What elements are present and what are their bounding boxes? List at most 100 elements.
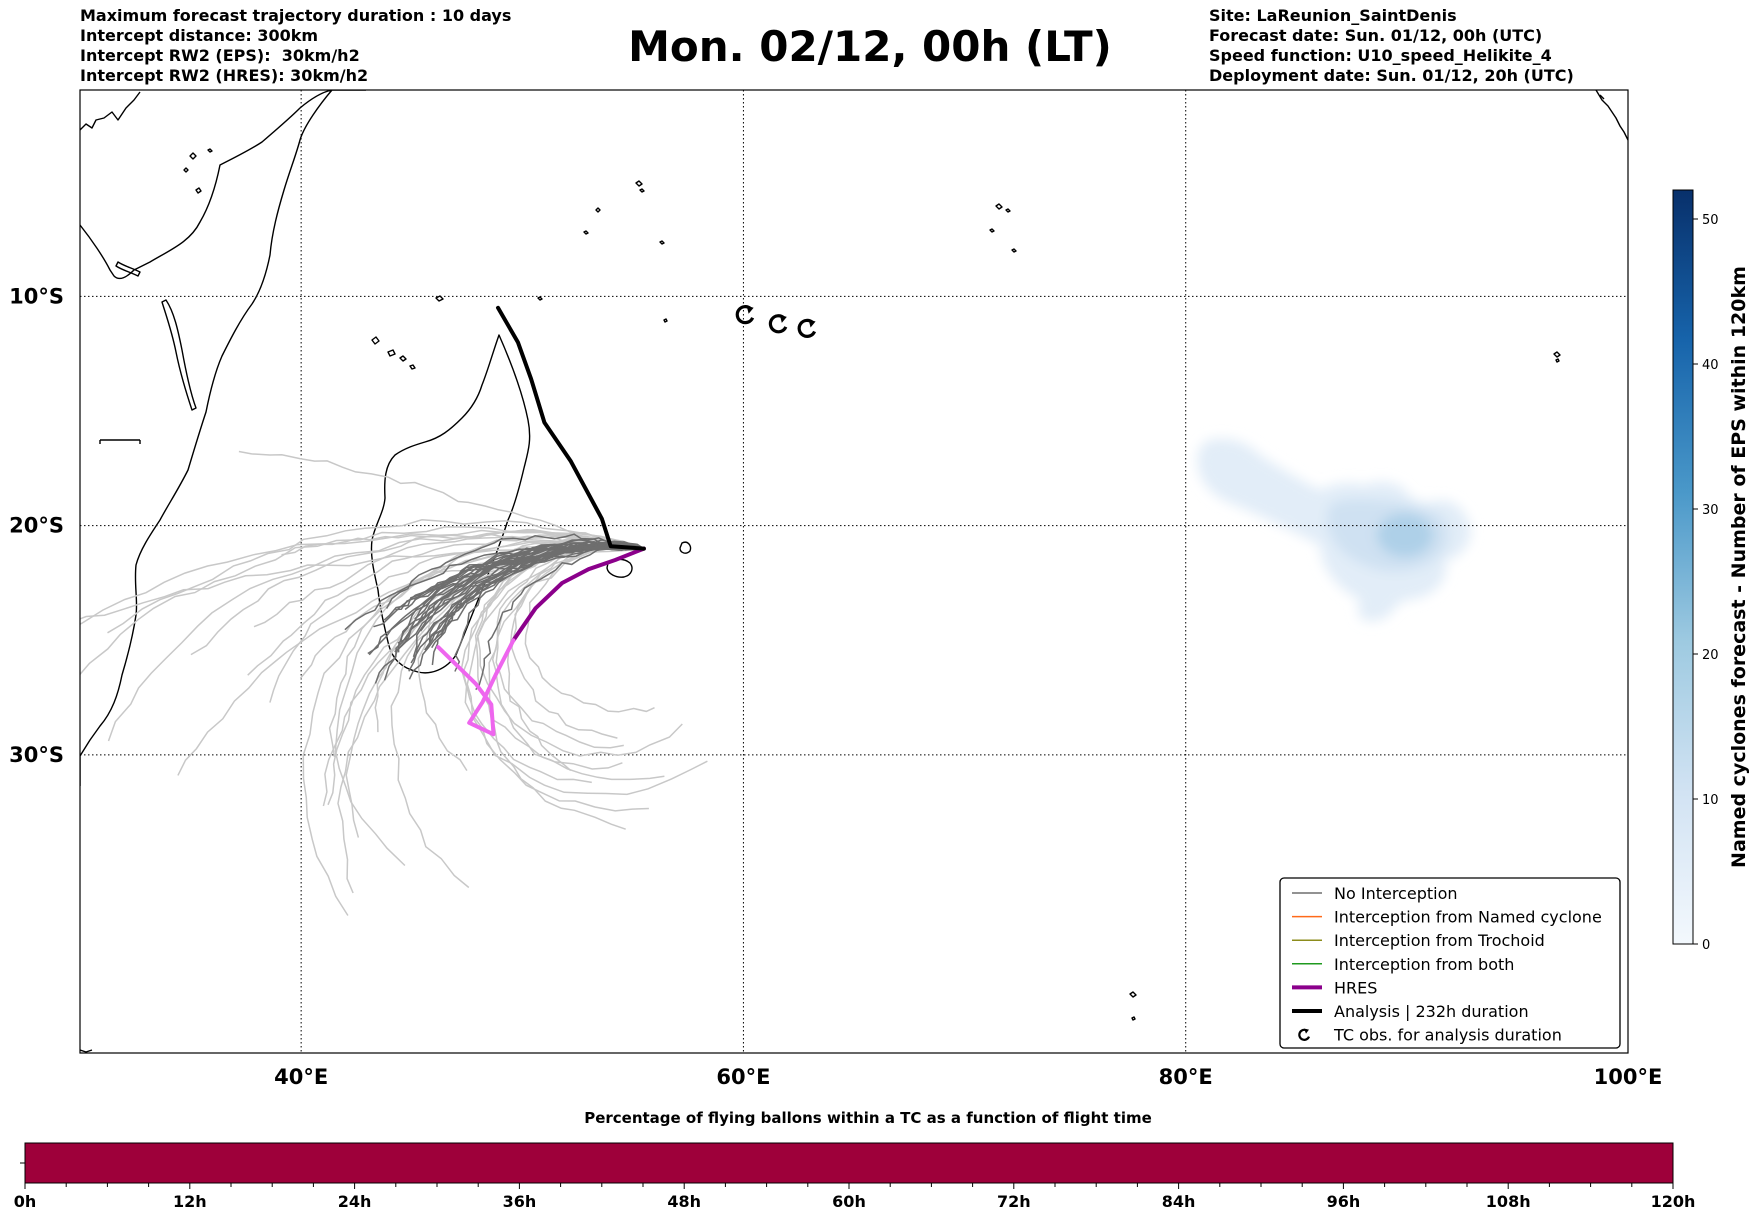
eps-trajectories-near [344,533,645,691]
eps-trajectory-far [337,543,644,894]
lon-label: 60°E [716,1065,770,1089]
timeline-title: Percentage of flying ballons within a TC… [584,1109,1152,1127]
colorbar-tick-label: 10 [1702,793,1719,808]
eps-trajectory-near [373,541,644,628]
timeline-tick-label: 72h [997,1192,1031,1211]
lon-label: 80°E [1159,1065,1213,1089]
kerguelen-corner [80,1049,93,1053]
legend-item: Interception from both [1292,955,1514,974]
named-cyclone-density-area [1197,438,1471,622]
eps-trajectory-near [408,544,644,680]
sumatra-coast [1595,90,1628,141]
legend-item: Analysis | 232h duration [1292,1002,1529,1021]
header-left-info: Maximum forecast trajectory duration : 1… [80,6,511,86]
legend-label: Analysis | 232h duration [1334,1002,1529,1021]
tc-obs-icon [735,305,755,325]
tc-obs-icon [768,314,788,334]
lon-label: 40°E [274,1065,328,1089]
timeline-tick-label: 36h [503,1192,537,1211]
timeline-fill [24,1142,1674,1184]
hres-line-tail [436,638,516,737]
map-frame [79,89,1629,1054]
lake-tanganyika [99,261,141,444]
forecast-date-text: Forecast date: Sun. 01/12, 00h (UTC) [1209,26,1543,45]
legend-label: HRES [1334,978,1377,997]
mauritius-island [679,541,692,554]
colorbar-gradient [1672,189,1694,945]
header-right-info: Site: LaReunion_SaintDenis Forecast date… [1209,6,1574,86]
timeline-tick-label: 0h [14,1192,37,1211]
colorbar-tick-label: 30 [1702,503,1719,518]
eps-trajectory-near [419,537,645,632]
timeline-tick-label: 24h [338,1192,372,1211]
timeline-tick-label: 48h [667,1192,701,1211]
deployment-date-text: Deployment date: Sun. 01/12, 20h (UTC) [1209,66,1574,85]
colorbar-label: Named cyclones forecast - Number of EPS … [1728,266,1750,868]
colorbar-tick-label: 50 [1702,213,1719,228]
site-text: Site: LaReunion_SaintDenis [1209,6,1457,25]
speed-function-text: Speed function: U10_speed_Helikite_4 [1209,46,1552,65]
chagos-islands [989,203,1017,253]
eps-trajectory-far [334,534,645,867]
eps-trajectory-far [80,528,645,625]
map-legend: No Interception Interception from Named c… [1279,877,1621,1049]
timeline-tick-label: 108h [1486,1192,1531,1211]
colorbar-tick-label: 40 [1702,358,1719,373]
latitude-labels: 10°S 20°S 30°S [9,284,64,767]
legend-label: TC obs. for analysis duration [1333,1026,1562,1045]
legend-item: HRES [1292,978,1377,997]
tc-observation-markers [735,305,817,338]
timeline-tick-label: 96h [1327,1192,1361,1211]
legend-item: No Interception [1292,884,1458,903]
tc-obs-legend-icon [1298,1028,1311,1041]
flight-time-bar: 0h 12h 24h 36h 48h 60h 72h 84h 96h 108h 120h [14,1142,1696,1211]
eps-trajectory-near [394,542,645,653]
legend-label: Interception from both [1334,955,1514,974]
legend-label: Interception from Trochoid [1334,931,1545,950]
eps-trajectory-near [385,533,645,609]
legend-label: Interception from Named cyclone [1334,908,1602,927]
intercept-distance-text: Intercept distance: 300km [80,26,319,45]
timeline-tick-label: 60h [832,1192,866,1211]
legend-box [1279,877,1621,1049]
density-colorbar: 0 10 20 30 40 50 Named cyclones forecast - Num… [1672,189,1750,953]
hres-trajectory [436,546,646,737]
analysis-line [496,305,646,551]
legend-item: TC obs. for analysis duration [1298,1026,1562,1045]
hres-line-main [511,546,646,643]
timeline-tick-label: 12h [173,1192,207,1211]
eps-trajectory-far [190,531,644,656]
madagascar-coastline [370,334,531,674]
comoros-islands [371,336,416,370]
cocos-islands [1553,351,1561,363]
lat-label: 30°S [9,743,64,767]
lake-malawi [161,299,197,411]
max-duration-text: Maximum forecast trajectory duration : 1… [80,6,512,25]
intercept-hres-text: Intercept RW2 (HRES): 30km/h2 [80,66,369,85]
longitude-labels: 40°E 60°E 80°E 100°E [274,1065,1662,1089]
lat-label: 20°S [9,514,64,538]
timeline-tick-label: 120h [1651,1192,1696,1211]
colorbar-tick-label: 20 [1702,648,1719,663]
eps-trajectory-far [107,519,644,634]
eps-trajectory-near [475,547,645,691]
eps-trajectory-far [466,547,649,812]
tc-obs-icon [797,318,817,338]
seychelles-islands [435,180,668,323]
zanzibar-islands [183,148,213,194]
legend-label: No Interception [1334,884,1458,903]
intercept-eps-text: Intercept RW2 (EPS): 30km/h2 [80,46,360,65]
legend-item: Interception from Named cyclone [1292,908,1602,927]
timeline-tick-label: 84h [1162,1192,1196,1211]
amsterdam-island [1129,991,1137,1021]
analysis-trajectory [496,305,646,551]
density-core [1377,513,1433,557]
colorbar-tick-label: 0 [1702,938,1710,953]
eps-trajectory-far [488,547,644,830]
eps-trajectory-far [107,530,645,742]
africa-coastline [80,90,366,786]
main-title: Mon. 02/12, 00h (LT) [628,22,1112,71]
lon-label: 100°E [1594,1065,1663,1089]
coastlines [80,90,1628,1053]
